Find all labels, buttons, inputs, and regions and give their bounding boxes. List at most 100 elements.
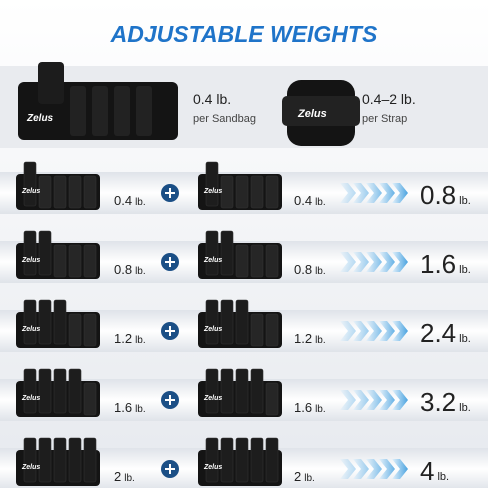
sandbag-belt: Zelus (198, 299, 282, 348)
sandbag (23, 161, 37, 207)
right-weight: 0.8 lb. (294, 262, 326, 277)
pouch (53, 175, 67, 209)
brand: Zelus (21, 188, 40, 195)
chevron (353, 252, 369, 272)
right-weight: 2 lb. (294, 469, 315, 484)
pouch (38, 175, 52, 209)
sandbag (250, 437, 264, 483)
sandbag (38, 437, 52, 483)
left-weight-value: 1.2 (114, 331, 132, 346)
pouch (83, 382, 97, 416)
sandbag (205, 299, 219, 345)
right-weight: 0.4 lb. (294, 193, 326, 208)
chevron (379, 321, 395, 341)
pouch (250, 244, 264, 278)
brand: Zelus (203, 188, 222, 195)
plus-sign (165, 395, 175, 405)
left-weight-value: 0.8 (114, 262, 132, 277)
unit: lb. (459, 264, 471, 276)
total-weight-value: 4 (420, 456, 434, 486)
strap: Zelus (282, 80, 360, 146)
right-weight-value: 0.8 (294, 262, 312, 277)
total-weight: 2.4 lb. (420, 318, 471, 348)
pouch (220, 175, 234, 209)
chevron (353, 321, 369, 341)
total-weight-value: 1.6 (420, 249, 456, 279)
chevron (392, 321, 408, 341)
chevron (340, 390, 356, 410)
chevron (392, 252, 408, 272)
sandbag-belt: Zelus (16, 368, 100, 417)
unit: lb. (315, 266, 326, 277)
pouch (83, 244, 97, 278)
total-weight-value: 0.8 (420, 180, 456, 210)
left-weight-value: 2 (114, 469, 121, 484)
chevron (366, 459, 382, 479)
sandbag (235, 368, 249, 414)
chevron (353, 459, 369, 479)
sandbag (250, 368, 264, 414)
sandbag (38, 299, 52, 345)
left-weight-value: 1.6 (114, 400, 132, 415)
right-weight: 1.6 lb. (294, 400, 326, 415)
brand: Zelus (203, 326, 222, 333)
chevron (379, 252, 395, 272)
unit: lb. (459, 333, 471, 345)
sandbag (83, 437, 97, 483)
chevron (340, 183, 356, 203)
brand: Zelus (21, 326, 40, 333)
chevron (379, 459, 395, 479)
sandbag (265, 437, 279, 483)
chevron (366, 390, 382, 410)
chevron (392, 183, 408, 203)
right-weight-value: 0.4 (294, 193, 312, 208)
sandbag (53, 368, 67, 414)
sandbag (205, 368, 219, 414)
left-weight-value: 0.4 (114, 193, 132, 208)
left-weight: 2 lb. (114, 469, 135, 484)
brand: Zelus (26, 113, 54, 124)
sandbag (23, 437, 37, 483)
sandbag (220, 230, 234, 276)
total-weight: 3.2 lb. (420, 387, 471, 417)
sandbag (205, 161, 219, 207)
sandbag (23, 230, 37, 276)
pouch (83, 175, 97, 209)
pouch (265, 175, 279, 209)
plus-sign (165, 188, 175, 198)
pouch (265, 313, 279, 347)
sandbag (235, 437, 249, 483)
chevron (366, 321, 382, 341)
sandbag (220, 299, 234, 345)
pouch (68, 313, 82, 347)
sandbag (23, 368, 37, 414)
sandbag-belt: Zelus (16, 161, 100, 210)
unit: lb. (315, 197, 326, 208)
intro-amount: 0.4–2 lb. (362, 91, 416, 107)
unit: lb. (135, 335, 146, 346)
intro-amount: 0.4 lb. (193, 91, 231, 107)
chevron (392, 459, 408, 479)
brand: Zelus (21, 257, 40, 264)
unit: lb. (315, 335, 326, 346)
sandbag-belt: Zelus (16, 230, 100, 279)
total-weight: 0.8 lb. (420, 180, 471, 210)
chevron (340, 321, 356, 341)
pouch (68, 175, 82, 209)
chevron (379, 183, 395, 203)
intro-caption: per Strap (362, 113, 407, 125)
right-weight: 1.2 lb. (294, 331, 326, 346)
total-weight-value: 2.4 (420, 318, 456, 348)
intro-caption: per Sandbag (193, 113, 256, 125)
plus-sign (165, 464, 175, 474)
total-weight-value: 3.2 (420, 387, 456, 417)
chevron (366, 183, 382, 203)
sandbag (53, 437, 67, 483)
pouch (250, 313, 264, 347)
total-weight: 1.6 lb. (420, 249, 471, 279)
chevron (340, 252, 356, 272)
brand: Zelus (21, 464, 40, 471)
sandbag-belt: Zelus (198, 368, 282, 417)
brand: Zelus (203, 464, 222, 471)
